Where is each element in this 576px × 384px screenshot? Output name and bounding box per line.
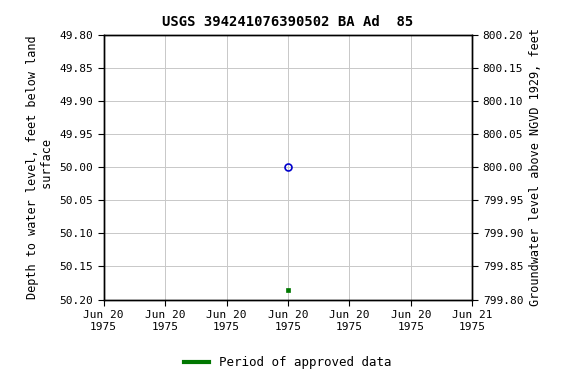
Y-axis label: Groundwater level above NGVD 1929, feet: Groundwater level above NGVD 1929, feet xyxy=(529,28,542,306)
Y-axis label: Depth to water level, feet below land
 surface: Depth to water level, feet below land su… xyxy=(26,35,54,299)
Title: USGS 394241076390502 BA Ad  85: USGS 394241076390502 BA Ad 85 xyxy=(162,15,414,29)
Legend: Period of approved data: Period of approved data xyxy=(179,351,397,374)
